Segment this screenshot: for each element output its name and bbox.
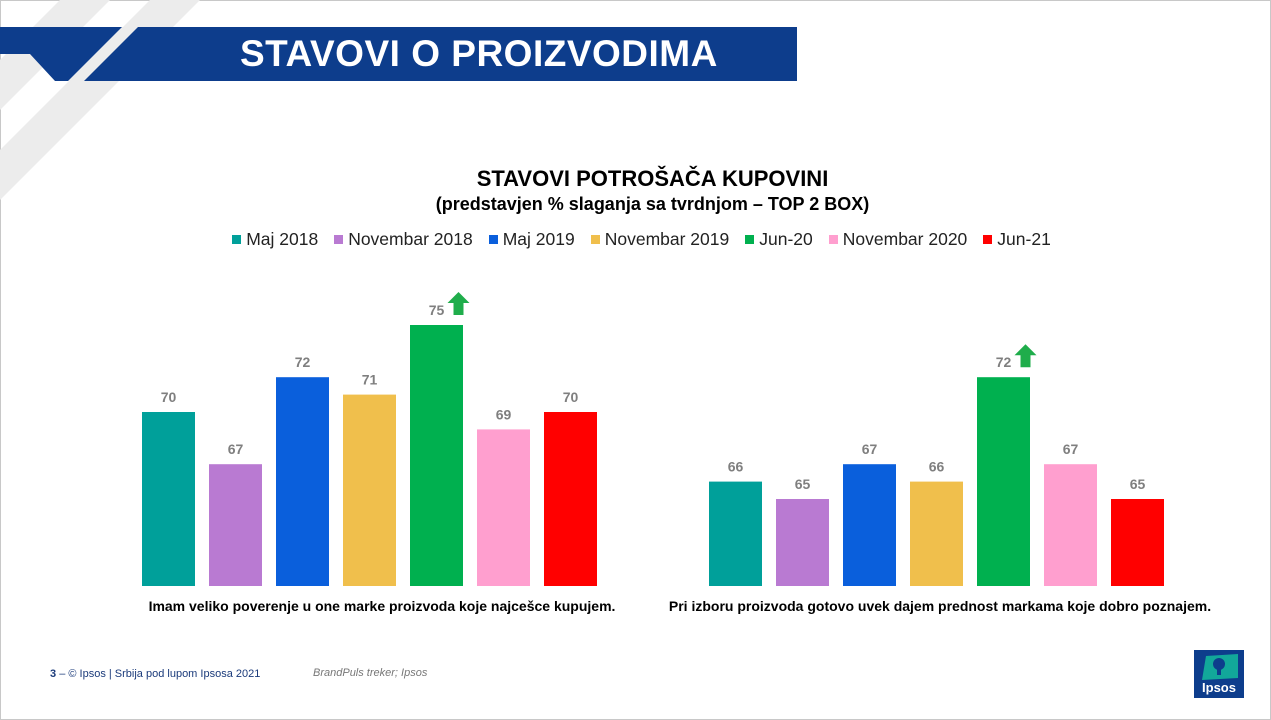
legend-swatch	[488, 234, 498, 244]
source-note: BrandPuls treker; Ipsos	[313, 667, 428, 679]
data-label: 69	[496, 406, 512, 422]
up-arrow-icon	[447, 292, 470, 315]
ipsos-logo: Ipsos	[1194, 650, 1244, 698]
legend-item: Maj 2018	[232, 229, 318, 250]
legend-item: Jun-20	[745, 229, 813, 250]
legend-label: Novembar 2018	[348, 228, 473, 249]
data-label: 65	[1130, 476, 1146, 492]
data-label: 67	[1063, 441, 1079, 457]
data-label: 70	[161, 389, 177, 405]
footer-copyright: © Ipsos | Srbija pod lupom Ipsosa 2021	[68, 668, 261, 680]
category-label: Imam veliko poverenje u one marke proizv…	[148, 598, 616, 614]
bar	[1044, 464, 1097, 586]
bar	[276, 377, 329, 586]
legend-swatch	[232, 234, 242, 244]
legend-swatch	[745, 234, 755, 244]
legend-item: Novembar 2018	[334, 229, 473, 250]
page-number: 3	[50, 668, 57, 680]
svg-text:Ipsos: Ipsos	[1202, 680, 1236, 695]
data-label: 65	[795, 476, 811, 492]
chart-legend: Maj 2018 Novembar 2018 Maj 2019 Novembar 20…	[0, 227, 1271, 251]
bar	[477, 429, 530, 586]
data-label: 66	[929, 459, 945, 475]
legend-label: Jun-20	[759, 228, 813, 249]
bar	[709, 481, 762, 586]
chart-title: STAVOVI POTROŠAČA KUPOVINI	[476, 166, 829, 191]
up-arrow-icon	[1014, 344, 1037, 368]
bar	[843, 464, 896, 586]
legend-label: Maj 2019	[502, 228, 575, 249]
legend-item: Maj 2019	[488, 228, 575, 250]
legend-swatch	[334, 234, 344, 244]
data-label: 71	[362, 372, 378, 388]
legend-swatch	[590, 234, 600, 244]
bar	[544, 412, 597, 586]
legend-label: Maj 2018	[246, 228, 319, 249]
data-label: 66	[728, 459, 744, 475]
title-banner	[0, 27, 797, 81]
data-label: 72	[996, 354, 1012, 370]
bar	[209, 464, 262, 586]
legend-item: Novembar 2020	[828, 228, 968, 250]
data-label: 67	[228, 441, 244, 457]
data-label: 70	[563, 389, 579, 405]
data-label: 67	[862, 441, 878, 457]
page-title: STAVOVI O PROIZVODIMA	[240, 33, 718, 74]
footer: 3 – © Ipsos | Srbija pod lupom Ipsosa 20…	[50, 668, 260, 680]
bar	[910, 481, 963, 586]
legend-label: Jun-21	[997, 228, 1051, 249]
bar	[977, 377, 1030, 586]
bar	[410, 325, 463, 586]
footer-separator: –	[59, 668, 66, 680]
legend-label: Novembar 2019	[604, 228, 730, 249]
legend-item: Jun-21	[983, 229, 1051, 250]
data-label: 72	[295, 354, 311, 370]
legend-label: Novembar 2020	[842, 228, 968, 249]
bar	[142, 412, 195, 586]
legend-swatch	[828, 234, 838, 244]
bar	[776, 499, 829, 586]
legend-item: Novembar 2019	[590, 228, 730, 250]
category-label: Pri izboru proizvoda gotovo uvek dajem p…	[668, 598, 1212, 614]
legend-swatch	[983, 234, 993, 244]
bar	[343, 394, 396, 586]
bar	[1111, 499, 1164, 586]
data-label: 75	[429, 302, 445, 318]
chart-subtitle: (predstavjen % slaganja sa tvrdnjom – TO…	[435, 194, 870, 214]
